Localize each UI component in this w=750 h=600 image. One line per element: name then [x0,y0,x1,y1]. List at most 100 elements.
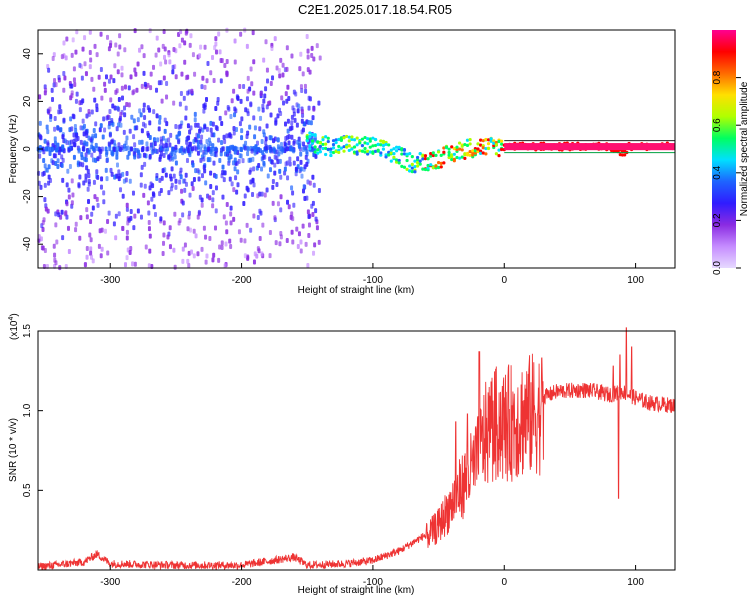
spectrogram-cell [111,139,114,144]
track-cell [332,143,335,146]
spectrogram-cell [250,67,253,72]
spectrogram-cell [183,179,186,184]
spectrogram-cell [125,135,128,140]
spectrogram-cell [279,111,282,116]
spectrogram-cell [271,160,274,165]
spectrogram-cell [52,160,55,165]
bottom-x-tick-label: 100 [627,577,644,588]
bottom-y-tick-label: 1.0 [22,403,33,417]
spectrogram-cell [306,179,309,184]
spectrogram-cell [52,56,55,61]
spectrogram-cell [38,94,41,99]
track-cell [321,138,324,141]
spectrogram-cell [118,33,121,38]
spectrogram-cell [225,242,228,247]
spectrogram-cell [244,141,247,146]
spectrogram-cell [235,190,238,195]
spectrogram-cell [220,121,223,126]
spectrogram-cell [106,251,109,256]
spectrogram-cell [220,78,223,83]
spectrogram-cell [100,67,103,72]
spectrogram-cell [214,36,217,41]
track-cell [350,135,353,138]
spectrogram-cell [282,101,285,106]
spectrogram-cell [234,157,237,162]
spectrogram-cell [155,88,158,93]
spectrogram-cell [116,88,119,93]
spectrogram-cell [214,147,217,152]
spectrogram-cell [119,187,122,192]
spectrogram-cell [203,226,206,231]
spectrogram-cell [288,134,291,139]
spectrogram-cell [78,236,81,241]
spectrogram-cell [96,52,99,57]
spectrogram-cell [213,78,216,83]
spectrogram-cell [142,193,145,198]
spectrogram-cell [141,146,144,151]
track-cell [469,138,472,141]
spectrogram-cell [150,197,153,202]
spectrogram-cell [145,141,148,146]
track-cell [306,139,309,142]
spectrogram-cell [178,180,181,185]
spectrogram-cell [309,96,312,101]
spectrogram-cell [286,85,289,90]
spectrogram-cell [201,173,204,178]
spectrogram-cell [48,164,51,169]
spectrogram-cell [62,41,65,46]
spectrogram-cell [266,124,269,129]
spectrogram-cell [165,173,168,178]
spectrogram-cell [131,261,134,266]
spectrogram-cell [225,133,228,138]
spectrogram-cell [194,117,197,122]
spectrogram-cell [85,207,88,212]
spectrogram-cell [123,179,126,184]
track-cell [495,143,498,146]
spectrogram-cell [65,55,68,60]
spectrogram-cell [81,98,84,103]
spectrogram-cell [76,92,79,97]
track-cell [476,147,479,150]
spectrogram-cell [280,95,283,100]
spectrogram-cell [224,110,227,115]
spectrogram-cell [266,79,269,84]
bottom-y-tick-label: 1.5 [22,324,33,338]
spectrogram-cell [69,95,72,100]
spectrogram-cell [210,128,213,133]
spectrogram-cell [319,56,322,61]
spectrogram-cell [126,203,129,208]
spectrogram-cell [124,262,127,267]
spectrogram-cell [96,175,99,180]
spectrogram-cell [137,150,140,155]
spectrogram-cell [186,226,189,231]
spectrogram-cell [69,116,72,121]
spectrogram-cell [152,65,155,70]
spectrogram-cell [188,211,191,216]
spectrogram-cell [162,168,165,173]
spectrogram-cell [242,158,245,163]
spectrogram-cell [91,109,94,114]
spectrogram-cell [252,30,255,35]
spectrogram-cell [211,257,214,262]
spectrogram-cell [291,115,294,120]
spectrogram-cell [195,147,198,152]
spectrogram-cell [244,146,247,151]
track-cell [392,156,395,159]
spectrogram-cell [282,63,285,68]
spectrogram-cell [194,123,197,128]
spectrogram-cell [230,220,233,225]
spectrogram-cell [172,248,175,253]
spectrogram-cell [73,155,76,160]
spectrogram-cell [221,170,224,175]
spectrogram-cell [299,240,302,245]
spectrogram-cell [94,133,97,138]
spectrogram-cell [251,178,254,183]
spectrogram-cell [71,193,74,198]
spectrogram-cell [121,172,124,177]
spectrogram-cell [311,46,314,51]
spectrogram-cell [262,99,265,104]
spectrogram-cell [209,171,212,176]
spectrogram-cell [272,146,275,151]
spectrogram-cell [123,47,126,52]
spectrogram-cell [149,85,152,90]
